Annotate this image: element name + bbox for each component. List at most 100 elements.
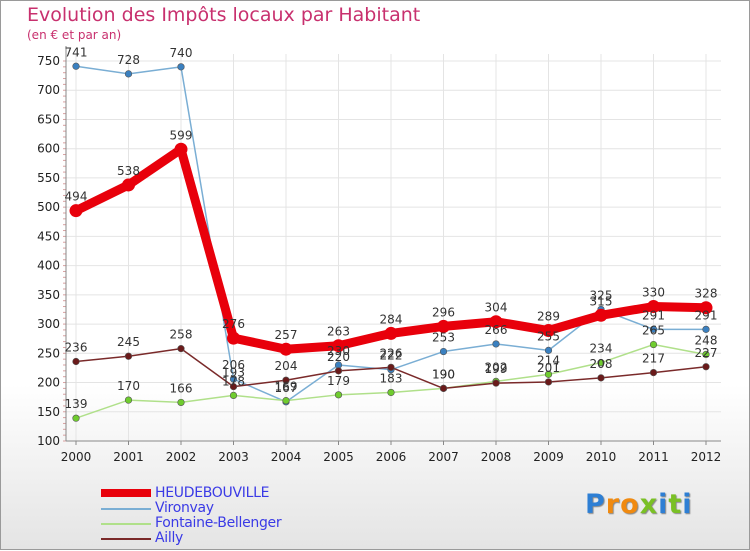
y-tick-label: 200 [37, 376, 60, 390]
y-tick-label: 550 [37, 171, 60, 185]
data-label: 178 [222, 374, 245, 388]
data-label: 266 [485, 323, 508, 337]
data-label: 230 [327, 344, 350, 358]
data-point [334, 367, 343, 375]
data-label: 190 [432, 367, 455, 381]
data-label: 728 [117, 53, 140, 67]
data-label: 494 [65, 190, 88, 204]
data-point [69, 204, 83, 218]
x-tick-label: 2004 [271, 450, 302, 464]
y-tick-label: 450 [37, 229, 60, 243]
y-tick-label: 100 [37, 434, 60, 448]
data-label: 315 [590, 294, 613, 308]
data-label: 167 [275, 381, 298, 395]
logo-letter: x [639, 489, 659, 520]
data-label: 226 [380, 346, 403, 360]
data-point [702, 350, 710, 359]
x-tick-label: 2010 [586, 450, 617, 464]
x-tick-label: 2007 [428, 450, 459, 464]
data-label: 190 [432, 367, 455, 381]
x-tick-label: 2009 [533, 450, 564, 464]
data-point [229, 391, 238, 400]
data-point [489, 315, 503, 329]
data-label: 599 [170, 128, 193, 142]
data-label: 248 [695, 333, 718, 347]
x-tick-label: 2003 [218, 450, 249, 464]
data-label: 214 [537, 353, 560, 367]
data-label: 206 [222, 358, 245, 372]
logo-letter: o [620, 489, 640, 520]
data-point [594, 308, 608, 322]
data-point [279, 342, 293, 356]
data-label: 234 [590, 342, 613, 356]
data-point [439, 347, 448, 356]
data-point [229, 383, 238, 391]
x-tick-label: 2008 [481, 450, 512, 464]
data-point [649, 340, 658, 349]
data-label: 538 [117, 164, 140, 178]
data-point [492, 379, 500, 387]
data-point [282, 397, 290, 405]
x-tick-label: 2000 [61, 450, 92, 464]
data-label: 193 [222, 366, 245, 380]
data-point [177, 63, 185, 71]
y-tick-label: 300 [37, 317, 60, 331]
data-label: 183 [380, 371, 403, 385]
legend-label: Fontaine-Bellenger [155, 515, 282, 531]
data-point [387, 363, 395, 371]
y-tick-label: 600 [37, 142, 60, 156]
data-point [542, 324, 555, 338]
y-tick-label: 500 [37, 200, 60, 214]
data-label: 265 [642, 324, 665, 338]
data-label: 258 [170, 328, 193, 342]
x-tick-label: 2011 [638, 450, 669, 464]
legend-swatch [101, 538, 151, 540]
y-tick-label: 750 [37, 54, 60, 68]
data-label: 169 [275, 380, 298, 394]
data-point [649, 369, 658, 377]
data-label: 740 [170, 46, 193, 60]
x-tick-label: 2002 [166, 450, 197, 464]
data-label: 202 [485, 360, 508, 374]
data-point [544, 378, 553, 386]
data-point [439, 384, 448, 392]
data-label: 325 [590, 288, 613, 302]
x-tick-label: 2001 [113, 450, 144, 464]
data-point [124, 396, 133, 404]
data-label: 236 [65, 340, 88, 354]
x-tick-label: 2012 [691, 450, 722, 464]
legend-label: Vironvay [155, 500, 214, 516]
data-label: 284 [380, 312, 403, 326]
data-point [384, 326, 398, 340]
logo-letter: r [605, 489, 621, 520]
data-label: 741 [65, 45, 88, 59]
data-point [437, 319, 450, 333]
data-point [72, 62, 80, 70]
data-point [544, 346, 553, 354]
data-point [597, 359, 605, 367]
proxiti-logo: Proxiti [585, 489, 693, 520]
data-label: 276 [222, 317, 245, 331]
data-label: 166 [170, 381, 193, 395]
data-point [647, 300, 660, 314]
data-point [544, 370, 553, 378]
data-label: 304 [485, 301, 508, 315]
y-tick-label: 400 [37, 259, 60, 273]
data-label: 222 [380, 349, 403, 363]
data-point [597, 374, 605, 382]
data-point [227, 331, 240, 345]
y-tick-label: 650 [37, 112, 60, 126]
data-point [72, 357, 80, 366]
data-point [702, 363, 710, 371]
data-point [334, 391, 343, 399]
data-point [72, 414, 80, 422]
y-tick-label: 250 [37, 346, 60, 360]
data-label: 199 [485, 362, 508, 376]
data-label: 263 [327, 325, 350, 339]
data-point [282, 376, 290, 384]
data-label: 328 [695, 287, 718, 301]
legend-swatch [101, 523, 151, 525]
legend-label: Ailly [155, 530, 184, 546]
legend-swatch [101, 508, 151, 510]
chart-title: Evolution des Impôts locaux par Habitant [27, 4, 421, 26]
